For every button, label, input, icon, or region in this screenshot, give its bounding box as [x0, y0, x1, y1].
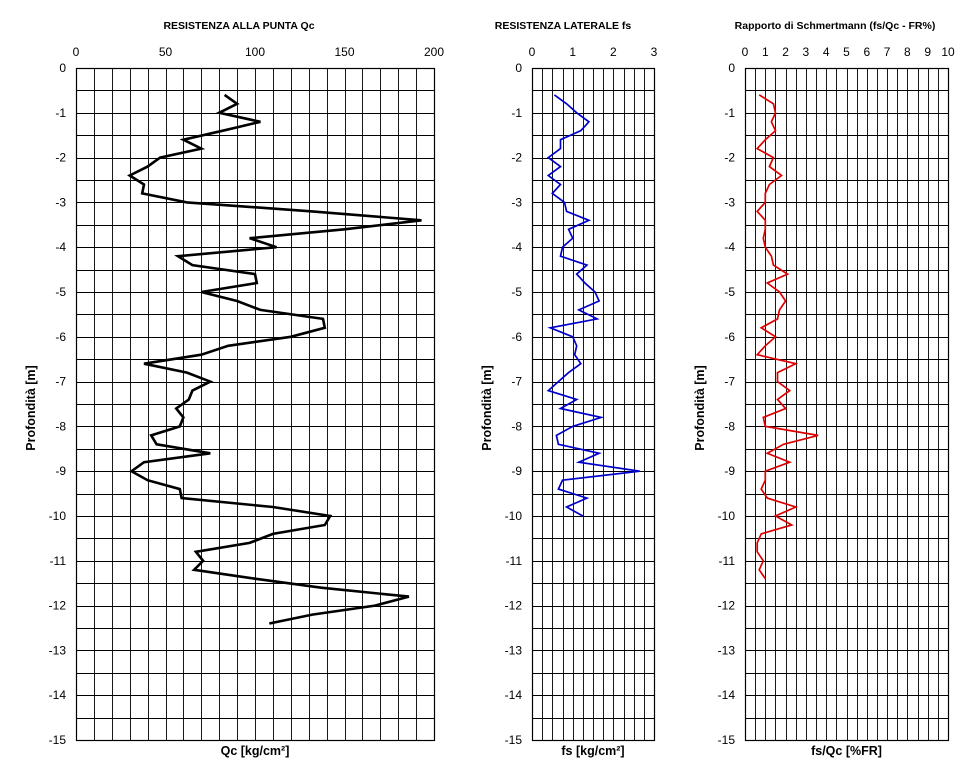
- x-tick-label: 200: [424, 45, 444, 59]
- x-tick-label: 7: [884, 45, 891, 59]
- y-axis-label: Profondità [m]: [693, 365, 707, 450]
- chart-title: Rapporto di Schmertmann (fs/Qc - FR%): [735, 20, 936, 32]
- y-tick-label: -15: [505, 733, 523, 747]
- x-tick-label: 150: [334, 45, 354, 59]
- plot-frame: [744, 67, 950, 742]
- y-tick-label: 0: [728, 61, 735, 75]
- y-tick-label: -12: [718, 599, 736, 613]
- y-tick-label: 0: [59, 61, 66, 75]
- y-tick-label: -1: [55, 106, 66, 120]
- y-tick-label: -5: [55, 285, 66, 299]
- y-tick-label: -10: [49, 509, 67, 523]
- x-tick-label: 4: [823, 45, 830, 59]
- series-line-1: [755, 94, 819, 580]
- y-tick-label: -2: [511, 151, 522, 165]
- y-tick-label: -4: [55, 240, 66, 254]
- x-tick-label: 9: [924, 45, 931, 59]
- x-tick-label: 1: [569, 45, 576, 59]
- y-tick-label: -11: [50, 554, 67, 568]
- y-tick-label: -11: [719, 554, 736, 568]
- y-tick-label: -3: [55, 195, 66, 209]
- y-tick-label: -3: [724, 195, 735, 209]
- y-tick-label: -12: [505, 599, 523, 613]
- y-tick-label: -10: [505, 509, 523, 523]
- y-axis-label: Profondità [m]: [24, 365, 38, 450]
- y-tick-label: -5: [724, 285, 735, 299]
- y-tick-label: -1: [511, 106, 522, 120]
- y-tick-label: -13: [49, 643, 67, 657]
- y-tick-label: -1: [724, 106, 735, 120]
- x-tick-label: 6: [863, 45, 870, 59]
- x-tick-label: 100: [245, 45, 265, 59]
- y-tick-label: -3: [511, 195, 522, 209]
- y-tick-label: -14: [49, 688, 67, 702]
- y-tick-label: 0: [515, 61, 522, 75]
- x-tick-label: 3: [651, 45, 658, 59]
- chart-panel-2: RESISTENZA LATERALE fs 0 1 2 3 0 -1 -2 -3 -4 -5 -6 -…: [480, 20, 658, 758]
- y-tick-label: -13: [718, 643, 736, 657]
- x-axis-label: fs [kg/cm²]: [561, 744, 624, 758]
- y-tick-label: -6: [511, 330, 522, 344]
- chart-panel-3: Rapporto di Schmertmann (fs/Qc - FR%)0 1 2…: [693, 20, 955, 758]
- chart-title: RESISTENZA ALLA PUNTA Qc: [163, 20, 314, 32]
- y-tick-label: -2: [55, 151, 66, 165]
- y-axis-label: Profondità [m]: [480, 365, 494, 450]
- x-tick-label: 10: [941, 45, 955, 59]
- series-line-1: [546, 94, 640, 517]
- y-tick-label: -9: [511, 464, 522, 478]
- x-tick-label: 0: [529, 45, 536, 59]
- y-tick-label: -8: [55, 419, 66, 433]
- y-tick-label: -11: [506, 554, 523, 568]
- y-tick-label: -2: [724, 151, 735, 165]
- y-tick-label: -5: [511, 285, 522, 299]
- y-tick-label: -7: [511, 375, 522, 389]
- y-tick-label: -7: [724, 375, 735, 389]
- x-tick-label: 1: [762, 45, 769, 59]
- y-tick-label: -4: [724, 240, 735, 254]
- y-tick-label: -6: [724, 330, 735, 344]
- y-tick-label: -15: [718, 733, 736, 747]
- chart-panel-1: RESISTENZA ALLA PUNTA Qc 0 50 100 150 200 0 -1 -…: [24, 20, 444, 758]
- y-tick-label: -8: [724, 419, 735, 433]
- y-tick-label: -8: [511, 419, 522, 433]
- x-tick-label: 2: [782, 45, 789, 59]
- plot-frame: [75, 67, 436, 742]
- y-tick-label: -13: [505, 643, 523, 657]
- plot-area: [532, 68, 654, 740]
- y-tick-label: -15: [49, 733, 67, 747]
- y-tick-label: -14: [505, 688, 523, 702]
- y-tick-label: -14: [718, 688, 736, 702]
- y-tick-label: -12: [49, 599, 67, 613]
- x-tick-label: 50: [159, 45, 173, 59]
- y-tick-label: -6: [55, 330, 66, 344]
- x-axis-label: fs/Qc [%FR]: [811, 744, 882, 758]
- x-tick-label: 8: [904, 45, 911, 59]
- x-tick-label: 3: [803, 45, 810, 59]
- plot-frame: [531, 67, 656, 742]
- y-tick-label: -10: [718, 509, 736, 523]
- y-tick-label: -4: [511, 240, 522, 254]
- x-tick-label: 5: [843, 45, 850, 59]
- x-axis-label: Qc [kg/cm²]: [221, 744, 290, 758]
- plot-area: [745, 68, 948, 740]
- y-tick-label: -9: [55, 464, 66, 478]
- y-tick-label: -9: [724, 464, 735, 478]
- x-tick-label: 2: [610, 45, 617, 59]
- y-tick-label: -7: [55, 375, 66, 389]
- series-line-1: [127, 93, 422, 625]
- x-tick-label: 0: [742, 45, 749, 59]
- x-tick-label: 0: [73, 45, 80, 59]
- chart-title: RESISTENZA LATERALE fs: [495, 20, 632, 32]
